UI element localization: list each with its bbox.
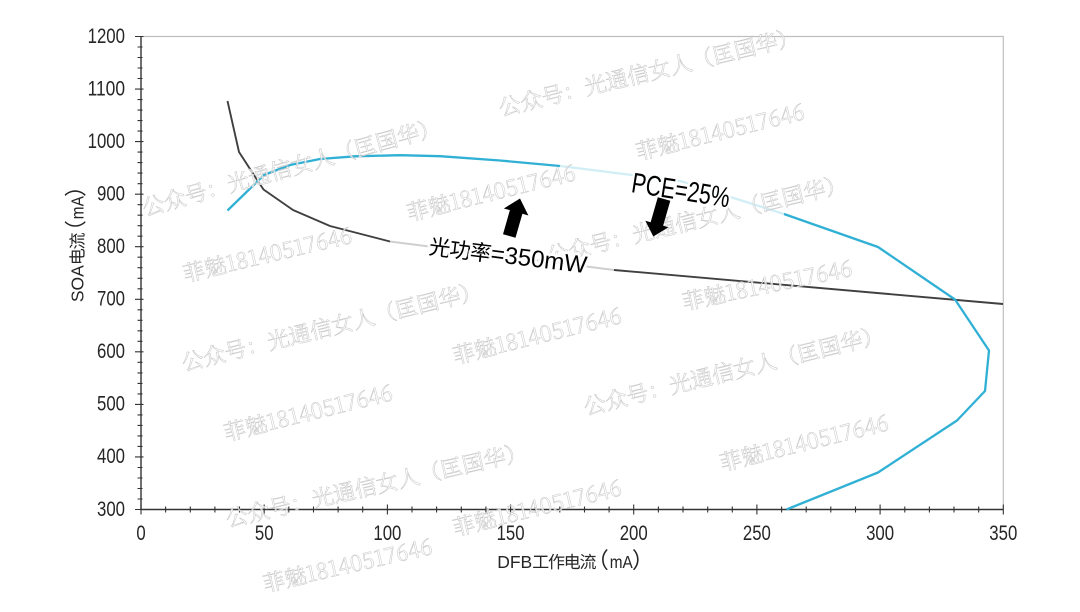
svg-text:900: 900	[97, 183, 125, 206]
svg-text:600: 600	[97, 340, 125, 363]
svg-text:300: 300	[97, 498, 125, 521]
svg-text:SOA: SOA	[68, 265, 88, 302]
svg-text:0: 0	[136, 522, 145, 545]
svg-text:1200: 1200	[88, 25, 125, 48]
svg-text:200: 200	[620, 522, 648, 545]
svg-text:50: 50	[255, 522, 274, 545]
svg-text:1100: 1100	[88, 77, 125, 100]
svg-text:mA: mA	[68, 196, 88, 219]
svg-text:DFB: DFB	[497, 552, 532, 572]
svg-text:400: 400	[97, 445, 125, 468]
svg-text:250: 250	[743, 522, 771, 545]
svg-text:100: 100	[373, 522, 401, 545]
svg-text:350: 350	[989, 522, 1017, 545]
svg-text:1000: 1000	[88, 130, 125, 153]
svg-text:800: 800	[97, 235, 125, 258]
svg-text:300: 300	[866, 522, 894, 545]
svg-text:mA: mA	[610, 552, 633, 572]
svg-text:150: 150	[497, 522, 525, 545]
svg-text:700: 700	[97, 288, 125, 311]
svg-text:500: 500	[97, 393, 125, 416]
